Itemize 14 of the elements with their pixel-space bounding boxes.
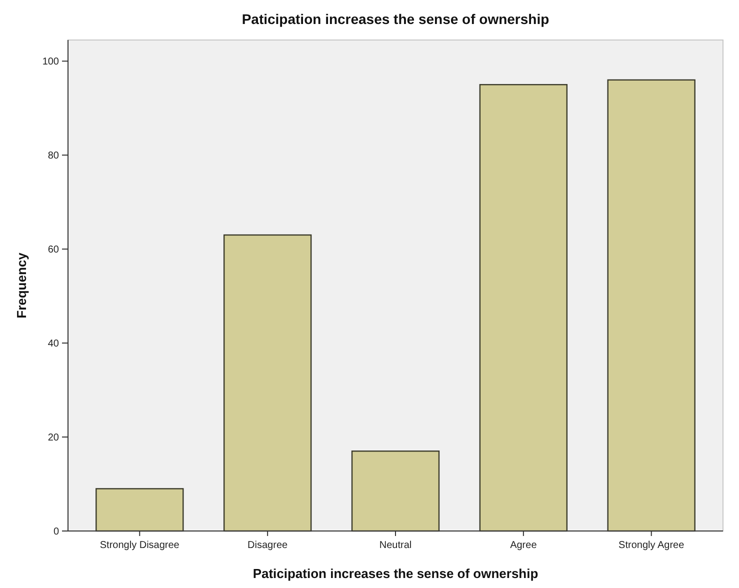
y-tick-label: 60	[48, 244, 60, 256]
y-tick-label: 20	[48, 432, 60, 444]
y-axis-title: Frequency	[14, 252, 29, 318]
y-tick-label: 80	[48, 150, 60, 162]
x-tick-label: Strongly Agree	[618, 540, 685, 551]
x-tick-label: Disagree	[248, 540, 288, 551]
x-tick-label: Strongly Disagree	[100, 540, 180, 551]
y-tick-label: 100	[42, 56, 60, 68]
y-tick-label: 0	[53, 526, 60, 538]
x-axis-title: Paticipation increases the sense of ownership	[252, 566, 538, 581]
x-tick-label: Neutral	[379, 540, 412, 551]
x-tick-label: Agree	[510, 540, 538, 551]
y-tick-label: 40	[48, 338, 60, 350]
chart-title: Paticipation increases the sense of ownership	[242, 11, 550, 27]
